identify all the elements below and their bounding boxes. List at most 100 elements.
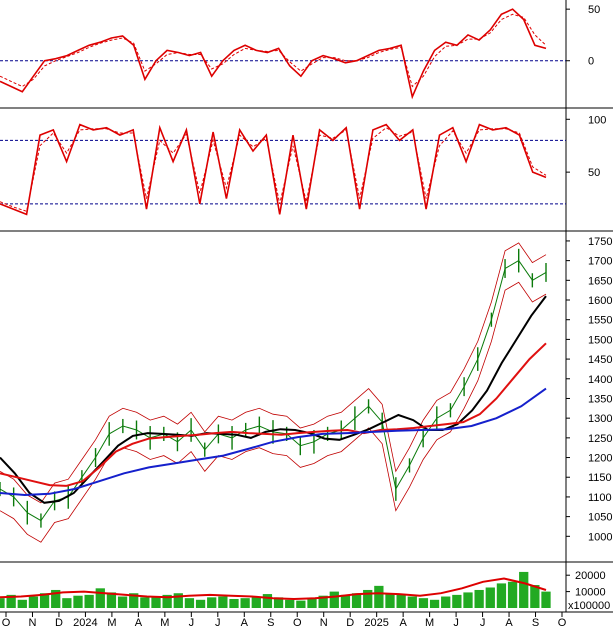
y-tick-label: 1300 xyxy=(588,413,612,425)
volume-bar xyxy=(396,594,406,608)
volume-bar xyxy=(84,594,94,608)
volume-bar xyxy=(329,591,339,608)
series-line xyxy=(0,127,547,212)
y-tick-label: 1250 xyxy=(588,433,612,445)
volume-bar xyxy=(251,596,261,608)
momentum-panel: 0 50 xyxy=(0,4,600,100)
y-tick-label: 1000 xyxy=(588,531,612,543)
y-tick-label: 1750 xyxy=(588,236,612,248)
y-tick-label: 10000 xyxy=(575,587,606,599)
volume-bar xyxy=(507,581,518,608)
volume-bar xyxy=(340,594,351,608)
volume-bar xyxy=(218,596,228,608)
volume-bar xyxy=(541,591,551,608)
volume-bar xyxy=(207,597,217,608)
y-tick-label: 100 xyxy=(588,114,606,126)
volume-bar xyxy=(441,596,451,608)
volume-bar xyxy=(106,592,117,608)
y-tick-label: 1700 xyxy=(588,256,612,268)
volume-bar xyxy=(307,598,317,608)
volume-bar xyxy=(262,594,273,608)
volume-bar xyxy=(496,583,507,608)
y-tick-label: 1400 xyxy=(588,374,612,386)
x-tick-label: A xyxy=(505,617,513,629)
volume-bar xyxy=(0,598,5,608)
volume-scale-label: x100000 xyxy=(568,600,610,612)
x-tick-label: M xyxy=(160,617,169,629)
x-tick-label: J xyxy=(215,617,221,629)
volume-bar xyxy=(39,593,50,608)
x-tick-label: A xyxy=(241,617,249,629)
y-tick-label: 20000 xyxy=(575,570,606,582)
x-tick-label: A xyxy=(399,617,407,629)
volume-bar xyxy=(474,589,484,608)
volume-bar xyxy=(229,598,239,608)
volume-bar xyxy=(173,593,183,608)
x-tick-label: M xyxy=(425,617,434,629)
volume-bar xyxy=(6,594,16,608)
band-upper xyxy=(0,242,547,504)
series-line xyxy=(0,387,547,497)
x-tick-label: O xyxy=(2,617,11,629)
stochastic-panel: 50 100 xyxy=(0,114,606,216)
x-tick-label: O xyxy=(558,617,567,629)
volume-bar xyxy=(407,596,417,608)
volume-bar xyxy=(184,598,195,608)
series-line xyxy=(0,8,547,100)
volume-bar xyxy=(285,599,295,608)
x-tick-label: O xyxy=(293,617,302,629)
y-tick-label: 1350 xyxy=(588,393,612,405)
volume-bar xyxy=(485,587,495,608)
x-axis: O N D 2024 M A M J J A S O N D 2025 A M J J A S O xyxy=(2,612,567,629)
volume-bar xyxy=(519,571,529,608)
y-tick-label: 1650 xyxy=(588,275,612,287)
volume-bar xyxy=(62,598,72,608)
volume-bar xyxy=(162,594,172,608)
volume-bar xyxy=(363,589,373,608)
y-tick-label: 1550 xyxy=(588,315,612,327)
y-tick-label: 1450 xyxy=(588,354,612,366)
volume-bar xyxy=(73,595,83,608)
volume-bar xyxy=(140,597,150,608)
series-line xyxy=(0,259,547,522)
y-tick-label: 1050 xyxy=(588,512,612,524)
x-tick-label: J xyxy=(453,617,459,629)
volume-bar xyxy=(240,598,250,608)
volume-bar xyxy=(351,593,362,608)
x-tick-label: 2025 xyxy=(364,617,388,629)
volume-bar xyxy=(95,588,105,608)
volume-bar xyxy=(463,592,473,608)
x-tick-label: J xyxy=(189,617,195,629)
price-panel: 1000 1050 1100 1150 1200 1250 1300 1350 1400 1450… xyxy=(0,236,612,543)
volume-bar xyxy=(151,596,161,608)
x-tick-label: S xyxy=(267,617,274,629)
y-tick-label: 1600 xyxy=(588,295,612,307)
volume-bar xyxy=(452,594,462,608)
series-line xyxy=(0,342,547,487)
volume-ma-line xyxy=(0,577,547,601)
volume-bar xyxy=(129,593,139,608)
x-tick-label: N xyxy=(320,617,328,629)
volume-bar xyxy=(51,589,61,608)
volume-bar xyxy=(273,597,284,608)
x-tick-label: D xyxy=(346,617,354,629)
y-tick-label: 1200 xyxy=(588,453,612,465)
volume-bar xyxy=(418,598,429,608)
volume-bar xyxy=(385,593,395,608)
volume-bar xyxy=(374,585,384,608)
x-tick-label: A xyxy=(135,617,143,629)
x-tick-label: J xyxy=(480,617,486,629)
volume-bar xyxy=(296,600,306,608)
y-tick-label: 0 xyxy=(588,56,594,68)
volume-bar xyxy=(117,596,128,608)
volume-bar xyxy=(28,596,39,608)
band-lower xyxy=(0,281,547,543)
chart-frame xyxy=(0,0,613,613)
volume-panel: 10000 20000 x100000 xyxy=(0,570,610,612)
volume-bar xyxy=(530,585,540,608)
series-line xyxy=(0,13,547,88)
x-tick-label: D xyxy=(55,617,63,629)
y-tick-label: 50 xyxy=(588,4,600,16)
y-tick-label: 1500 xyxy=(588,334,612,346)
